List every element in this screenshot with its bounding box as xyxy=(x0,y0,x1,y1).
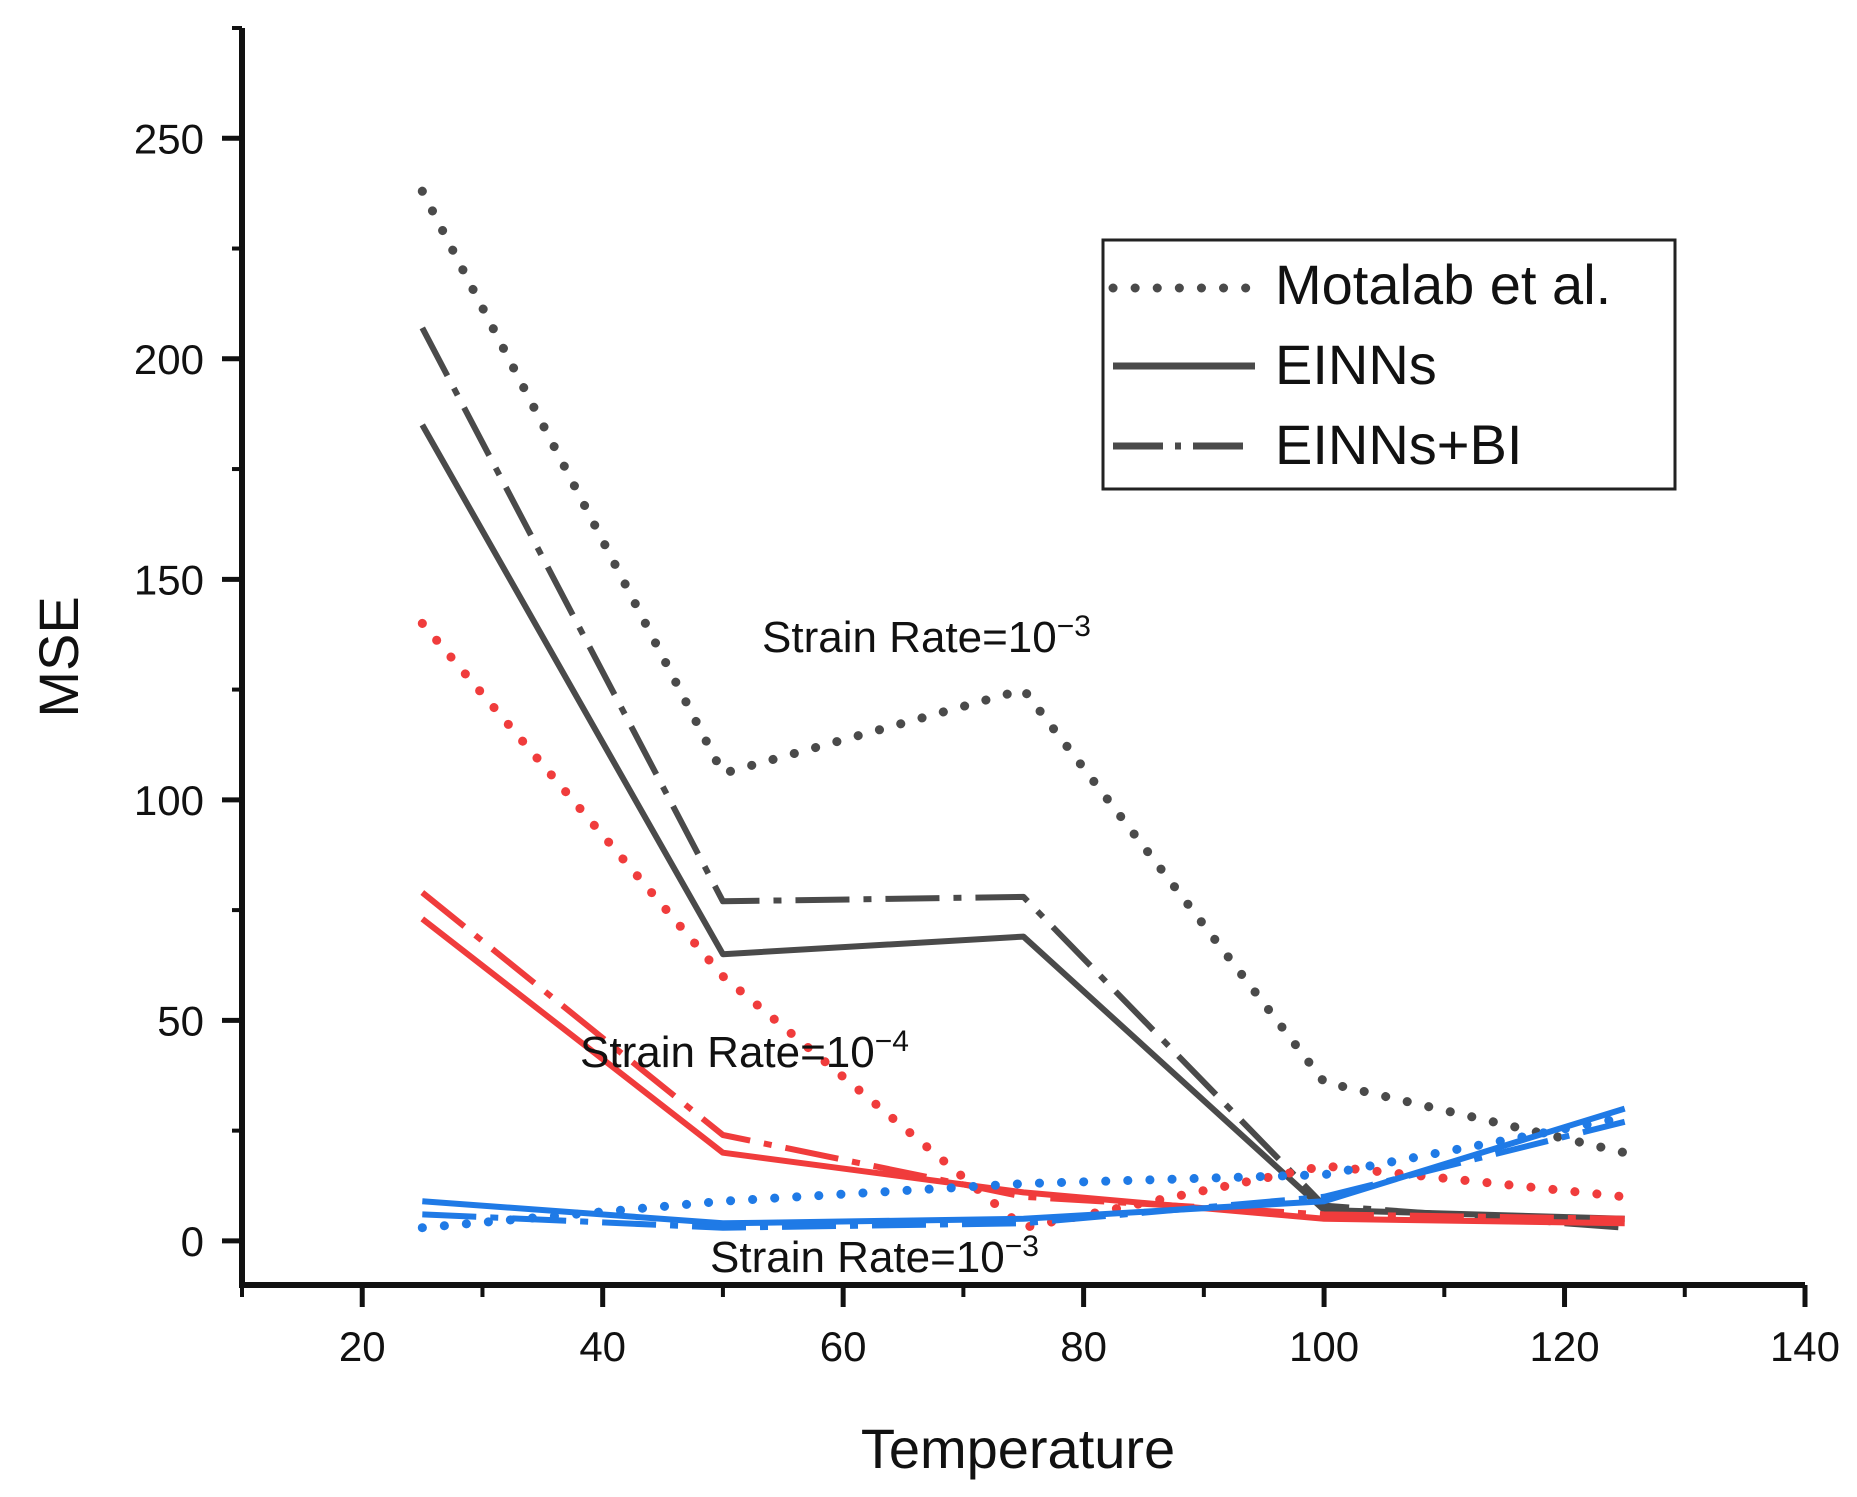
annotation-strain-rate-red: Strain Rate=10−4 xyxy=(580,1025,909,1077)
data-point-blue-dashdot-50 xyxy=(722,1227,723,1228)
data-point-red-dotted-75 xyxy=(1023,1227,1024,1228)
series-layer xyxy=(417,186,1630,1233)
data-point-blue-solid-125 xyxy=(1624,1108,1625,1109)
series-line-red-dotted xyxy=(417,618,1630,1233)
annotation-superscript: −3 xyxy=(1005,1230,1039,1263)
data-point-gray-solid-25 xyxy=(422,424,423,425)
series-line-red-solid xyxy=(420,916,1625,1227)
data-point-gray-dashdot-100 xyxy=(1324,1205,1325,1206)
data-point-red-dotted-50 xyxy=(722,976,723,977)
data-point-blue-solid-25 xyxy=(422,1201,423,1202)
data-point-red-dotted-100 xyxy=(1324,1165,1325,1166)
data-point-red-solid-25 xyxy=(422,918,423,919)
data-point-gray-dotted-75 xyxy=(1023,689,1024,690)
annotation-superscript: −3 xyxy=(1057,610,1091,643)
data-point-red-solid-100 xyxy=(1324,1218,1325,1219)
x-tick-label-60: 60 xyxy=(820,1323,867,1370)
axes: 20 40 60 80 100 120 140 0 50 100 150 200 250 xyxy=(134,26,1840,1370)
legend-label-einns-bi: EINNs+BI xyxy=(1275,413,1522,476)
legend: Motalab et al. EINNs EINNs+BI xyxy=(1101,238,1677,491)
x-tick-label-100: 100 xyxy=(1289,1323,1359,1370)
data-point-red-dashdot-125 xyxy=(1624,1218,1625,1219)
annotation-strain-rate-blue: Strain Rate=10−3 xyxy=(710,1230,1039,1282)
x-tick-label-20: 20 xyxy=(339,1323,386,1370)
annotation-superscript: −4 xyxy=(875,1025,909,1058)
data-point-red-dotted-125 xyxy=(1624,1196,1625,1197)
y-tick-label-150: 150 xyxy=(134,556,204,603)
x-tick-label-140: 140 xyxy=(1770,1323,1840,1370)
data-point-blue-dashdot-100 xyxy=(1324,1196,1325,1197)
series-line-blue-dotted xyxy=(417,1112,1630,1233)
annotation-text: Strain Rate=10 xyxy=(710,1233,1005,1282)
data-point-red-dashdot-75 xyxy=(1023,1196,1024,1197)
x-tick-label-40: 40 xyxy=(579,1323,626,1370)
y-tick-label-100: 100 xyxy=(134,777,204,824)
y-tick-label-0: 0 xyxy=(181,1218,204,1265)
data-point-gray-dotted-125 xyxy=(1624,1152,1625,1153)
data-point-gray-dashdot-75 xyxy=(1023,896,1024,897)
data-point-blue-dotted-50 xyxy=(722,1201,723,1202)
data-point-red-solid-125 xyxy=(1624,1223,1625,1224)
data-point-red-solid-75 xyxy=(1023,1192,1024,1193)
legend-label-einns: EINNs xyxy=(1275,333,1437,396)
data-point-red-dashdot-25 xyxy=(422,892,423,893)
data-point-red-solid-50 xyxy=(722,1152,723,1153)
data-point-gray-dashdot-25 xyxy=(422,327,423,328)
y-tick-label-50: 50 xyxy=(157,997,204,1044)
y-axis-title: MSE xyxy=(27,596,90,717)
annotation-text: Strain Rate=10 xyxy=(762,613,1057,662)
annotation-strain-rate-gray: Strain Rate=10−3 xyxy=(762,610,1091,662)
legend-label-motalab: Motalab et al. xyxy=(1275,253,1611,316)
x-tick-label-120: 120 xyxy=(1529,1323,1599,1370)
data-point-red-dashdot-100 xyxy=(1324,1214,1325,1215)
y-tick-label-250: 250 xyxy=(134,115,204,162)
data-point-gray-solid-50 xyxy=(722,954,723,955)
data-point-gray-solid-75 xyxy=(1023,936,1024,937)
series-line-red-dashdot xyxy=(420,890,1625,1222)
data-point-blue-solid-75 xyxy=(1023,1218,1024,1219)
data-point-gray-dotted-25 xyxy=(422,191,423,192)
data-point-blue-dotted-125 xyxy=(1624,1117,1625,1118)
data-point-blue-solid-100 xyxy=(1324,1201,1325,1202)
data-point-red-dotted-25 xyxy=(422,623,423,624)
data-point-blue-dotted-25 xyxy=(422,1227,423,1228)
data-point-gray-dashdot-50 xyxy=(722,901,723,902)
y-tick-label-200: 200 xyxy=(134,336,204,383)
data-point-blue-dotted-75 xyxy=(1023,1183,1024,1184)
data-point-blue-dotted-100 xyxy=(1324,1174,1325,1175)
data-point-blue-dashdot-75 xyxy=(1023,1223,1024,1224)
annotation-text: Strain Rate=10 xyxy=(580,1028,875,1077)
data-point-blue-dashdot-125 xyxy=(1624,1121,1625,1122)
x-axis-title: Temperature xyxy=(861,1417,1175,1480)
data-point-gray-solid-100 xyxy=(1324,1210,1325,1211)
data-point-gray-dashdot-125 xyxy=(1624,1227,1625,1228)
x-tick-label-80: 80 xyxy=(1060,1323,1107,1370)
series-line-blue-dashdot xyxy=(422,1118,1626,1231)
data-point-gray-dotted-50 xyxy=(722,773,723,774)
data-point-red-dashdot-50 xyxy=(722,1135,723,1136)
data-point-blue-dashdot-25 xyxy=(422,1214,423,1215)
data-point-gray-dotted-100 xyxy=(1324,1082,1325,1083)
data-point-blue-solid-50 xyxy=(722,1223,723,1224)
